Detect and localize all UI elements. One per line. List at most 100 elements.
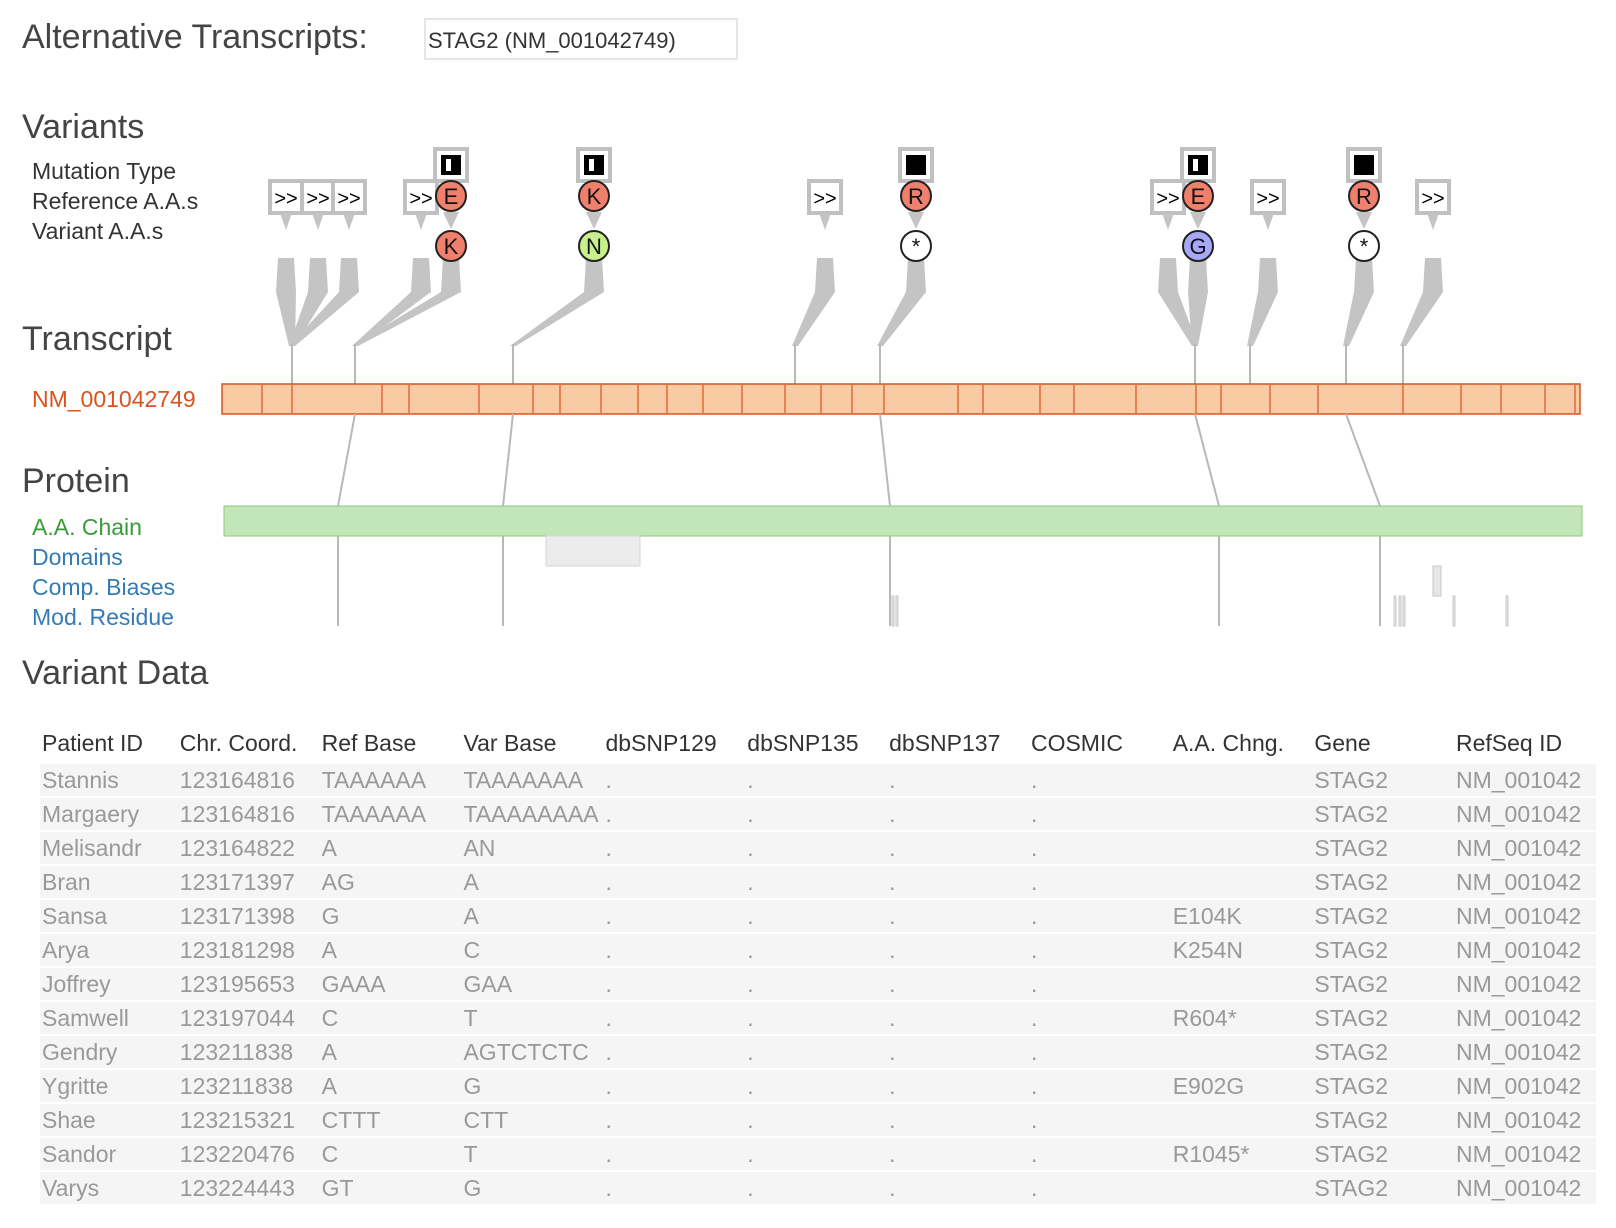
column-header[interactable]: dbSNP135 — [747, 729, 859, 756]
table-row[interactable]: Gendry 123211838 A AGTCTCTC.... STAG2 NM_0010… — [40, 1036, 1596, 1068]
column-header[interactable]: Chr. Coord. — [179, 729, 298, 756]
table-cell: GT — [319, 1172, 462, 1204]
table-cell: . — [1028, 1036, 1171, 1068]
table-row[interactable]: Stannis 123164816 TAAAAAA TAAAAAAA.... STAG2… — [40, 764, 1596, 796]
table-cell: 123171397 — [177, 866, 320, 898]
amino-acid-letter: N — [586, 234, 602, 259]
column-header[interactable]: A.A. Chng. — [1172, 729, 1284, 756]
table-cell: G — [461, 1070, 604, 1102]
reference-aa: R — [1348, 180, 1380, 212]
variant-marker[interactable]: >> — [268, 179, 304, 230]
reference-aa: R — [900, 180, 932, 212]
variant-marker[interactable]: >> — [1250, 179, 1286, 230]
table-row[interactable]: Sandor 123220476 C T.... R1045* STAG2 NM_00104… — [40, 1138, 1596, 1170]
variant-marker[interactable]: EG — [1180, 147, 1216, 262]
table-cell: . — [887, 866, 1029, 898]
domains-label[interactable]: Domains — [32, 544, 123, 570]
table-row[interactable]: Margaery 123164816 TAAAAAA TAAAAAAAA.... STA… — [40, 798, 1596, 830]
variant-marker[interactable]: >> — [403, 179, 439, 230]
column-header[interactable]: RefSeq ID — [1456, 729, 1563, 756]
variant-connector — [276, 258, 296, 346]
table-cell: . — [603, 1172, 746, 1204]
table-cell: G — [319, 900, 462, 932]
table-cell — [1170, 866, 1313, 898]
transcript-id-label[interactable]: NM_001042749 — [32, 386, 196, 412]
table-row[interactable]: Melisandr 123164822 A AN.... STAG2 NM_001042 — [40, 832, 1596, 864]
marker-arrow — [586, 212, 602, 229]
residue-mark — [895, 595, 899, 627]
nonsense-icon — [1346, 147, 1382, 183]
column-header[interactable]: Patient ID — [42, 729, 143, 756]
variant-aas-label: Variant A.A.s — [32, 218, 164, 244]
variant-marker[interactable]: >> — [300, 179, 336, 230]
frameshift-symbol: >> — [274, 188, 297, 210]
table-cell: STAG2 — [1312, 764, 1454, 796]
table-cell: STAG2 — [1312, 832, 1454, 864]
table-cell: . — [887, 1172, 1029, 1204]
marker-arrow — [1190, 212, 1206, 229]
table-row[interactable]: Shae 123215321 CTTT CTT.... STAG2 NM_001042 — [40, 1104, 1596, 1136]
table-row[interactable]: Bran 123171397 AG A.... STAG2 NM_001042 — [40, 866, 1596, 898]
table-cell: . — [745, 832, 888, 864]
residue-mark — [1402, 595, 1406, 627]
table-cell: . — [603, 866, 746, 898]
variant-marker[interactable]: R* — [898, 147, 934, 262]
residue-mark — [1393, 595, 1397, 627]
mod-residue-label[interactable]: Mod. Residue — [32, 604, 174, 630]
table-cell: Gendry — [40, 1036, 178, 1068]
table-cell: A — [319, 832, 462, 864]
table-cell: . — [745, 1138, 888, 1170]
table-cell: 123211838 — [177, 1070, 320, 1102]
table-cell: . — [887, 798, 1029, 830]
variant-marker[interactable]: >> — [331, 179, 367, 230]
variant-marker[interactable]: >> — [1150, 179, 1186, 230]
variant-marker[interactable]: R* — [1346, 147, 1382, 262]
table-cell: C — [461, 934, 604, 966]
column-header[interactable]: COSMIC — [1030, 729, 1123, 756]
variant-marker[interactable]: >> — [1415, 179, 1451, 230]
amino-acid-letter: R — [1356, 184, 1372, 209]
comp-biases-label[interactable]: Comp. Biases — [32, 574, 176, 600]
transcript-bar[interactable] — [221, 383, 1581, 415]
table-cell: A — [319, 934, 462, 966]
table-cell: . — [745, 900, 888, 932]
column-header[interactable]: Var Base — [463, 729, 557, 756]
table-cell: E902G — [1170, 1070, 1313, 1102]
table-cell: 123195653 — [177, 968, 320, 1000]
table-cell: . — [745, 1070, 888, 1102]
variant-connector — [1400, 258, 1443, 346]
table-row[interactable]: Ygritte 123211838 A G.... E902G STAG2 NM_00104… — [40, 1070, 1596, 1102]
table-row[interactable]: Samwell 123197044 C T.... R604* STAG2 NM_00104… — [40, 1002, 1596, 1034]
table-cell: NM_001042 — [1454, 968, 1596, 1000]
table-cell: . — [745, 934, 888, 966]
table-cell: Varys — [40, 1172, 178, 1204]
table-cell: STAG2 — [1312, 968, 1454, 1000]
table-cell: . — [603, 1070, 746, 1102]
variant-connector — [1158, 258, 1198, 346]
column-header[interactable]: Gene — [1314, 729, 1371, 756]
variant-data-heading: Variant Data — [22, 654, 209, 692]
table-cell: 123164822 — [177, 832, 320, 864]
column-header[interactable]: dbSNP129 — [605, 729, 717, 756]
table-row[interactable]: Varys 123224443 GT G.... STAG2 NM_001042 — [40, 1172, 1596, 1204]
table-cell: Shae — [40, 1104, 178, 1136]
table-cell: . — [745, 1104, 888, 1136]
variant-marker[interactable]: EK — [433, 147, 469, 262]
variant-marker[interactable]: >> — [807, 179, 843, 230]
domain-block[interactable] — [545, 535, 641, 567]
table-row[interactable]: Joffrey 123195653 GAAA GAA.... STAG2 NM_00104… — [40, 968, 1596, 1000]
column-header[interactable]: dbSNP137 — [889, 729, 1001, 756]
aa-chain-bar[interactable] — [223, 505, 1583, 537]
table-cell: . — [603, 798, 746, 830]
variant-marker[interactable]: KN — [576, 147, 612, 262]
table-cell: NM_001042 — [1454, 1036, 1596, 1068]
residue-mark — [1398, 595, 1402, 627]
column-header[interactable]: Ref Base — [321, 729, 417, 756]
table-cell: CTTT — [319, 1104, 462, 1136]
table-cell: . — [1028, 764, 1171, 796]
transcript-select[interactable]: STAG2 (NM_001042749) — [424, 18, 738, 60]
table-row[interactable]: Sansa 123171398 G A.... E104K STAG2 NM_001042 — [40, 900, 1596, 932]
table-cell: A — [461, 866, 604, 898]
table-row[interactable]: Arya 123181298 A C.... K254N STAG2 NM_001042 — [40, 934, 1596, 966]
table-cell: . — [603, 934, 746, 966]
